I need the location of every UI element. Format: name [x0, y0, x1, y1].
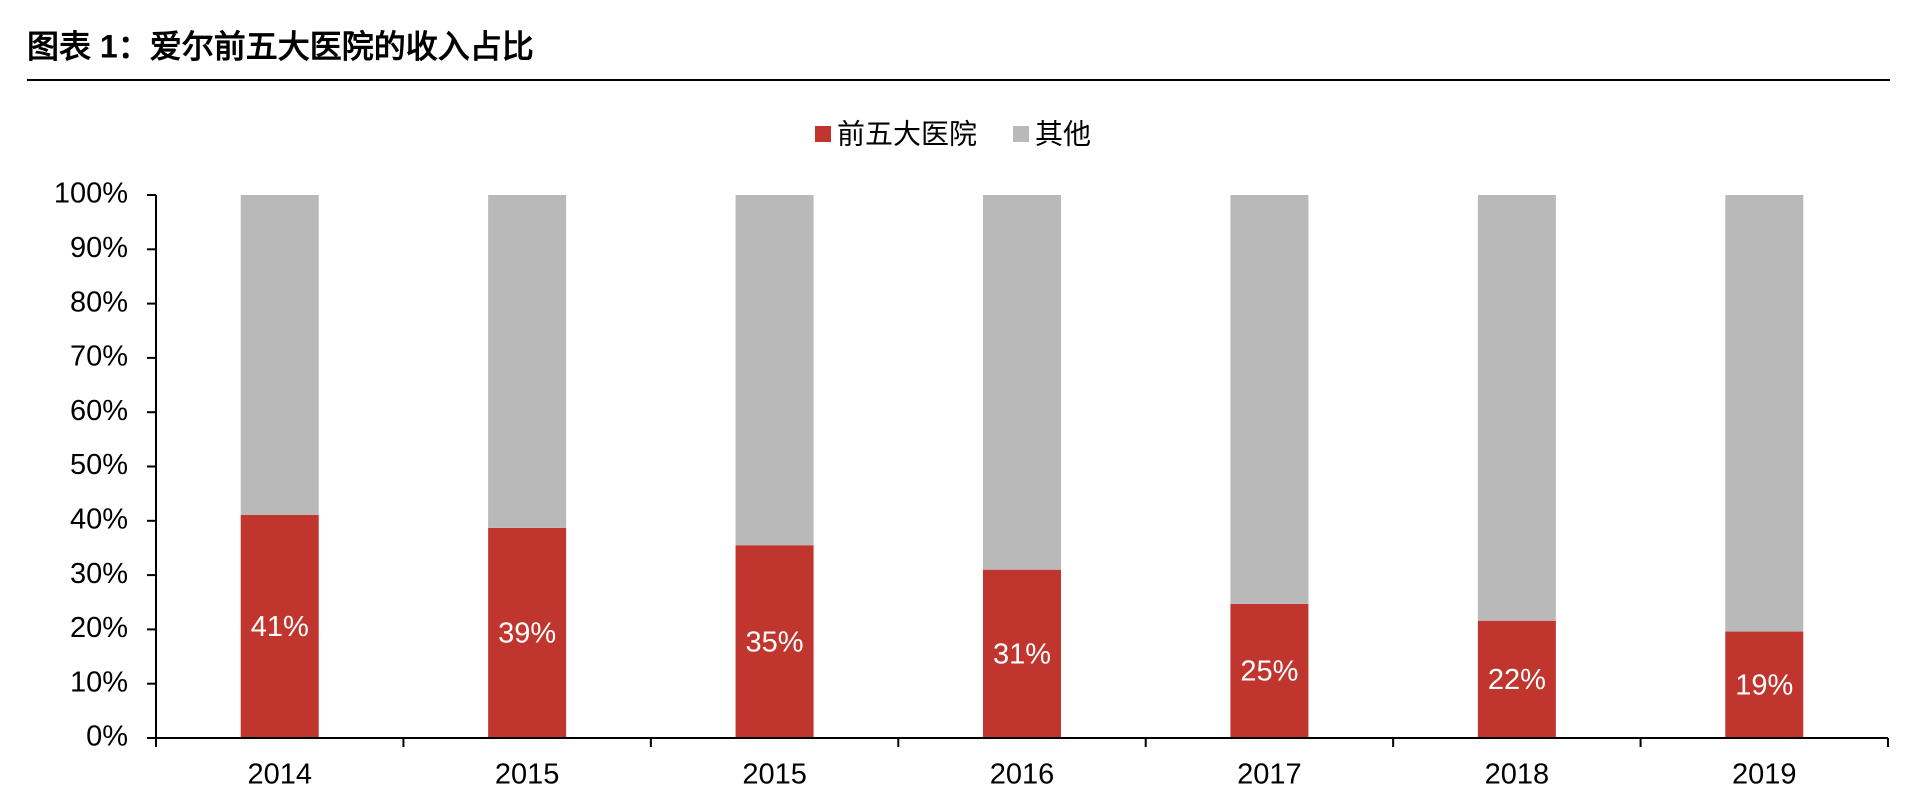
- y-tick-label: 80%: [70, 286, 128, 318]
- chart-title: 图表 1：爱尔前五大医院的收入占比: [27, 28, 534, 64]
- bar-segment: [1725, 195, 1804, 632]
- bar-segment: [488, 527, 567, 738]
- y-tick-label: 50%: [70, 449, 128, 481]
- y-tick-label: 40%: [70, 503, 128, 535]
- y-tick-label: 70%: [70, 341, 128, 373]
- bar-segment: [983, 195, 1061, 570]
- legend-swatch: [815, 126, 831, 142]
- legend-swatch: [1013, 126, 1030, 142]
- x-tick-label: 2019: [1732, 759, 1797, 791]
- data-label: 31%: [993, 638, 1051, 670]
- bar-segment: [240, 514, 319, 738]
- data-label: 35%: [746, 626, 804, 658]
- bar-segment: [1230, 603, 1309, 738]
- x-tick-label: 2017: [1237, 759, 1302, 791]
- y-tick-label: 90%: [70, 232, 128, 264]
- bar-segment: [1725, 631, 1804, 738]
- data-label: 22%: [1488, 664, 1546, 696]
- bar-segment: [488, 195, 567, 528]
- bar-segment: [735, 545, 814, 738]
- bar-segment: [983, 569, 1061, 738]
- data-label: 19%: [1735, 669, 1793, 701]
- y-tick-label: 20%: [70, 612, 128, 644]
- x-tick-label: 2015: [742, 759, 807, 791]
- data-label: 41%: [251, 611, 309, 643]
- legend-label: 前五大医院: [837, 118, 977, 149]
- y-tick-label: 30%: [70, 558, 128, 590]
- y-tick-label: 0%: [86, 721, 128, 753]
- y-tick-label: 100%: [54, 178, 128, 210]
- bar-segment: [1477, 620, 1556, 738]
- bar-segment: [1230, 195, 1309, 604]
- data-label: 25%: [1240, 656, 1298, 688]
- y-tick-label: 10%: [70, 666, 128, 698]
- bar-segment: [240, 195, 319, 515]
- x-tick-label: 2016: [990, 759, 1055, 791]
- x-tick-label: 2014: [247, 759, 312, 791]
- y-tick-label: 60%: [70, 395, 128, 427]
- data-label: 39%: [498, 618, 556, 650]
- legend-label: 其他: [1035, 118, 1091, 149]
- bar-segment: [1477, 195, 1556, 621]
- bar-segment: [735, 195, 814, 546]
- x-tick-label: 2018: [1485, 759, 1550, 791]
- x-tick-label: 2015: [495, 759, 560, 791]
